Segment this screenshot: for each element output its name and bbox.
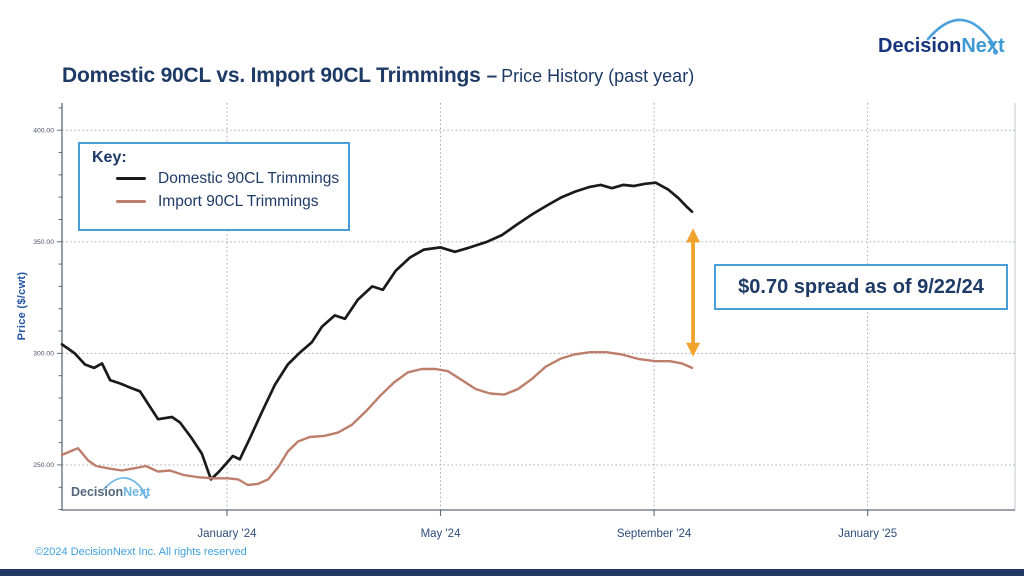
series-line-domestic <box>60 181 694 481</box>
spread-annotation-box: $0.70 spread as of 9/22/24 <box>714 264 1008 310</box>
watermark-part1: Decision <box>71 485 124 499</box>
legend-label-import: Import 90CL Trimmings <box>158 192 319 210</box>
footer-bar <box>0 569 1024 576</box>
y-tick-label: 350.00 <box>33 239 54 246</box>
spread-arrow-head-down-icon <box>686 342 701 357</box>
x-tick-label: September '24 <box>617 528 692 540</box>
watermark-text: DecisionNext <box>71 485 150 499</box>
watermark-part2: Next <box>123 485 151 499</box>
page-title-main: Domestic 90CL vs. Import 90CL Trimmings <box>62 64 481 87</box>
copyright-text: ©2024 DecisionNext Inc. All rights reser… <box>35 546 247 558</box>
domestic-line-swatch <box>116 176 146 181</box>
spread-annotation-text: $0.70 spread as of 9/22/24 <box>738 275 984 298</box>
watermark-arc-icon <box>103 477 148 499</box>
page-title-subtitle: Price History (past year) <box>501 66 695 86</box>
x-tick-label: January '24 <box>197 528 257 540</box>
page-title: Domestic 90CL vs. Import 90CL Trimmings –… <box>62 64 694 88</box>
y-tick-label: 400.00 <box>33 128 54 135</box>
y-tick-label: 250.00 <box>33 462 54 469</box>
page-title-separator: – <box>486 66 498 87</box>
x-tick-label: January '25 <box>838 528 897 540</box>
legend: Key: Domestic 90CL Trimmings Import 90CL… <box>78 142 350 231</box>
spread-arrow-head-up-icon <box>686 228 701 243</box>
y-tick-label: 300.00 <box>33 351 54 358</box>
x-tick-label: May '24 <box>421 528 462 540</box>
logo-part1: Decision <box>878 35 962 57</box>
decisionnext-logo: DecisionNext <box>868 10 1013 64</box>
logo-arc-icon <box>926 18 999 55</box>
y-axis-label: Price ($/cwt) <box>16 271 28 341</box>
logo-part2: Next <box>961 35 1005 57</box>
legend-item-domestic: Domestic 90CL Trimmings <box>92 167 340 190</box>
logo-text: DecisionNext <box>878 35 1005 58</box>
legend-label-domestic: Domestic 90CL Trimmings <box>158 169 340 187</box>
import-line-swatch <box>116 199 146 204</box>
legend-item-import: Import 90CL Trimmings <box>92 190 338 213</box>
legend-title: Key: <box>92 149 127 166</box>
chart-watermark: DecisionNext <box>64 477 164 509</box>
series-line-import <box>60 351 694 487</box>
